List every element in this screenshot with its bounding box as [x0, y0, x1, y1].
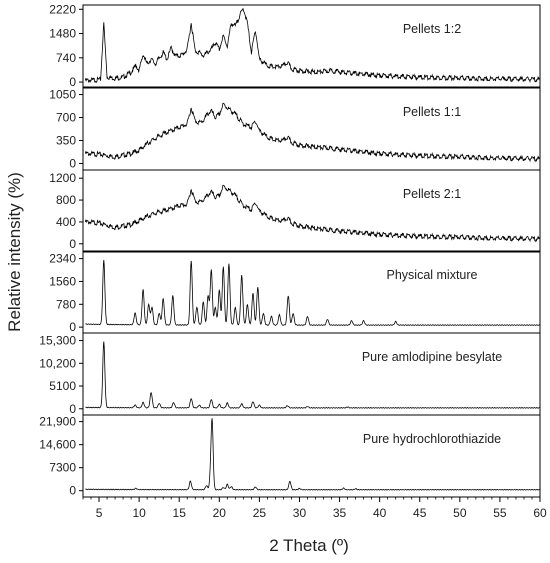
y-tick-label: 0	[69, 320, 76, 334]
y-tick-label: 14,600	[39, 438, 76, 452]
y-tick-label: 5100	[49, 379, 76, 393]
chart-panels: 0 740 1480 2220 Pellets 1:2 0 350 700 1050 Pellet…	[39, 2, 541, 498]
y-tick-label: 350	[56, 133, 76, 147]
panel-6: 0 7300 14,600 21,900 Pure hydrochlorothiazid…	[39, 414, 541, 498]
y-tick-label: 0	[69, 156, 76, 170]
y-tick-label: 800	[56, 193, 76, 207]
series-line	[85, 259, 541, 326]
y-tick-label: 2340	[49, 252, 76, 266]
y-tick-label: 400	[56, 215, 76, 229]
y-tick-label: 740	[56, 51, 76, 65]
series-label: Pellets 2:1	[403, 187, 461, 201]
x-tick-label: 20	[213, 506, 227, 520]
x-tick-label: 15	[173, 506, 187, 520]
x-tick-label: 60	[533, 506, 547, 520]
y-tick-label: 0	[69, 237, 76, 251]
y-tick-label: 780	[56, 297, 76, 311]
series-label: Physical mixture	[387, 268, 478, 282]
x-tick-label: 10	[132, 506, 146, 520]
panel-1: 0 740 1480 2220 Pellets 1:2	[49, 2, 541, 89]
series-label: Pure hydrochlorothiazide	[363, 432, 501, 446]
panel-4: 0 780 1560 2340 Physical mixture	[49, 250, 541, 334]
y-tick-label: 1480	[49, 27, 76, 41]
series-line	[85, 341, 541, 409]
x-axis-title: 2 Theta (º)	[269, 536, 349, 555]
y-tick-label: 21,900	[39, 415, 76, 429]
x-tick-label: 40	[373, 506, 387, 520]
panel-frame	[82, 332, 541, 416]
panel-5: 0 5100 10,200 15,300 Pure amlodipine besylat…	[39, 332, 541, 416]
panel-frame	[82, 4, 541, 88]
y-tick-label: 1560	[49, 274, 76, 288]
series-line	[85, 184, 541, 243]
x-tick-label: 35	[333, 506, 347, 520]
x-tick-label: 30	[293, 506, 307, 520]
y-tick-label: 0	[69, 75, 76, 89]
x-axis: 5 10 15 20 25 30 35 40 45 50 55 60	[82, 497, 547, 520]
panel-frame	[82, 414, 541, 498]
y-axis-title: Relative intensity (%)	[5, 172, 24, 332]
x-tick-label: 45	[413, 506, 427, 520]
x-tick-label: 25	[253, 506, 267, 520]
series-line	[85, 102, 541, 163]
y-tick-label: 700	[56, 111, 76, 125]
x-tick-label: 55	[493, 506, 507, 520]
series-line	[85, 418, 541, 491]
panel-frame	[82, 250, 541, 334]
series-label: Pellets 1:1	[403, 105, 461, 119]
y-tick-label: 10,200	[39, 356, 76, 370]
panel-frame	[82, 169, 541, 253]
x-tick-label: 50	[453, 506, 467, 520]
y-tick-label: 0	[69, 484, 76, 498]
panel-2: 0 350 700 1050 Pellets 1:1	[49, 87, 541, 171]
panel-3: 0 400 800 1200 Pellets 2:1	[49, 169, 541, 253]
y-tick-label: 2220	[49, 2, 76, 16]
y-tick-label: 15,300	[39, 334, 76, 348]
x-tick-label: 5	[96, 506, 103, 520]
y-tick-label: 0	[69, 402, 76, 416]
y-tick-label: 1200	[49, 171, 76, 185]
y-tick-label: 7300	[49, 461, 76, 475]
y-tick-label: 1050	[49, 88, 76, 102]
series-line	[85, 7, 541, 84]
series-label: Pure amlodipine besylate	[362, 350, 502, 364]
series-label: Pellets 1:2	[403, 22, 461, 36]
